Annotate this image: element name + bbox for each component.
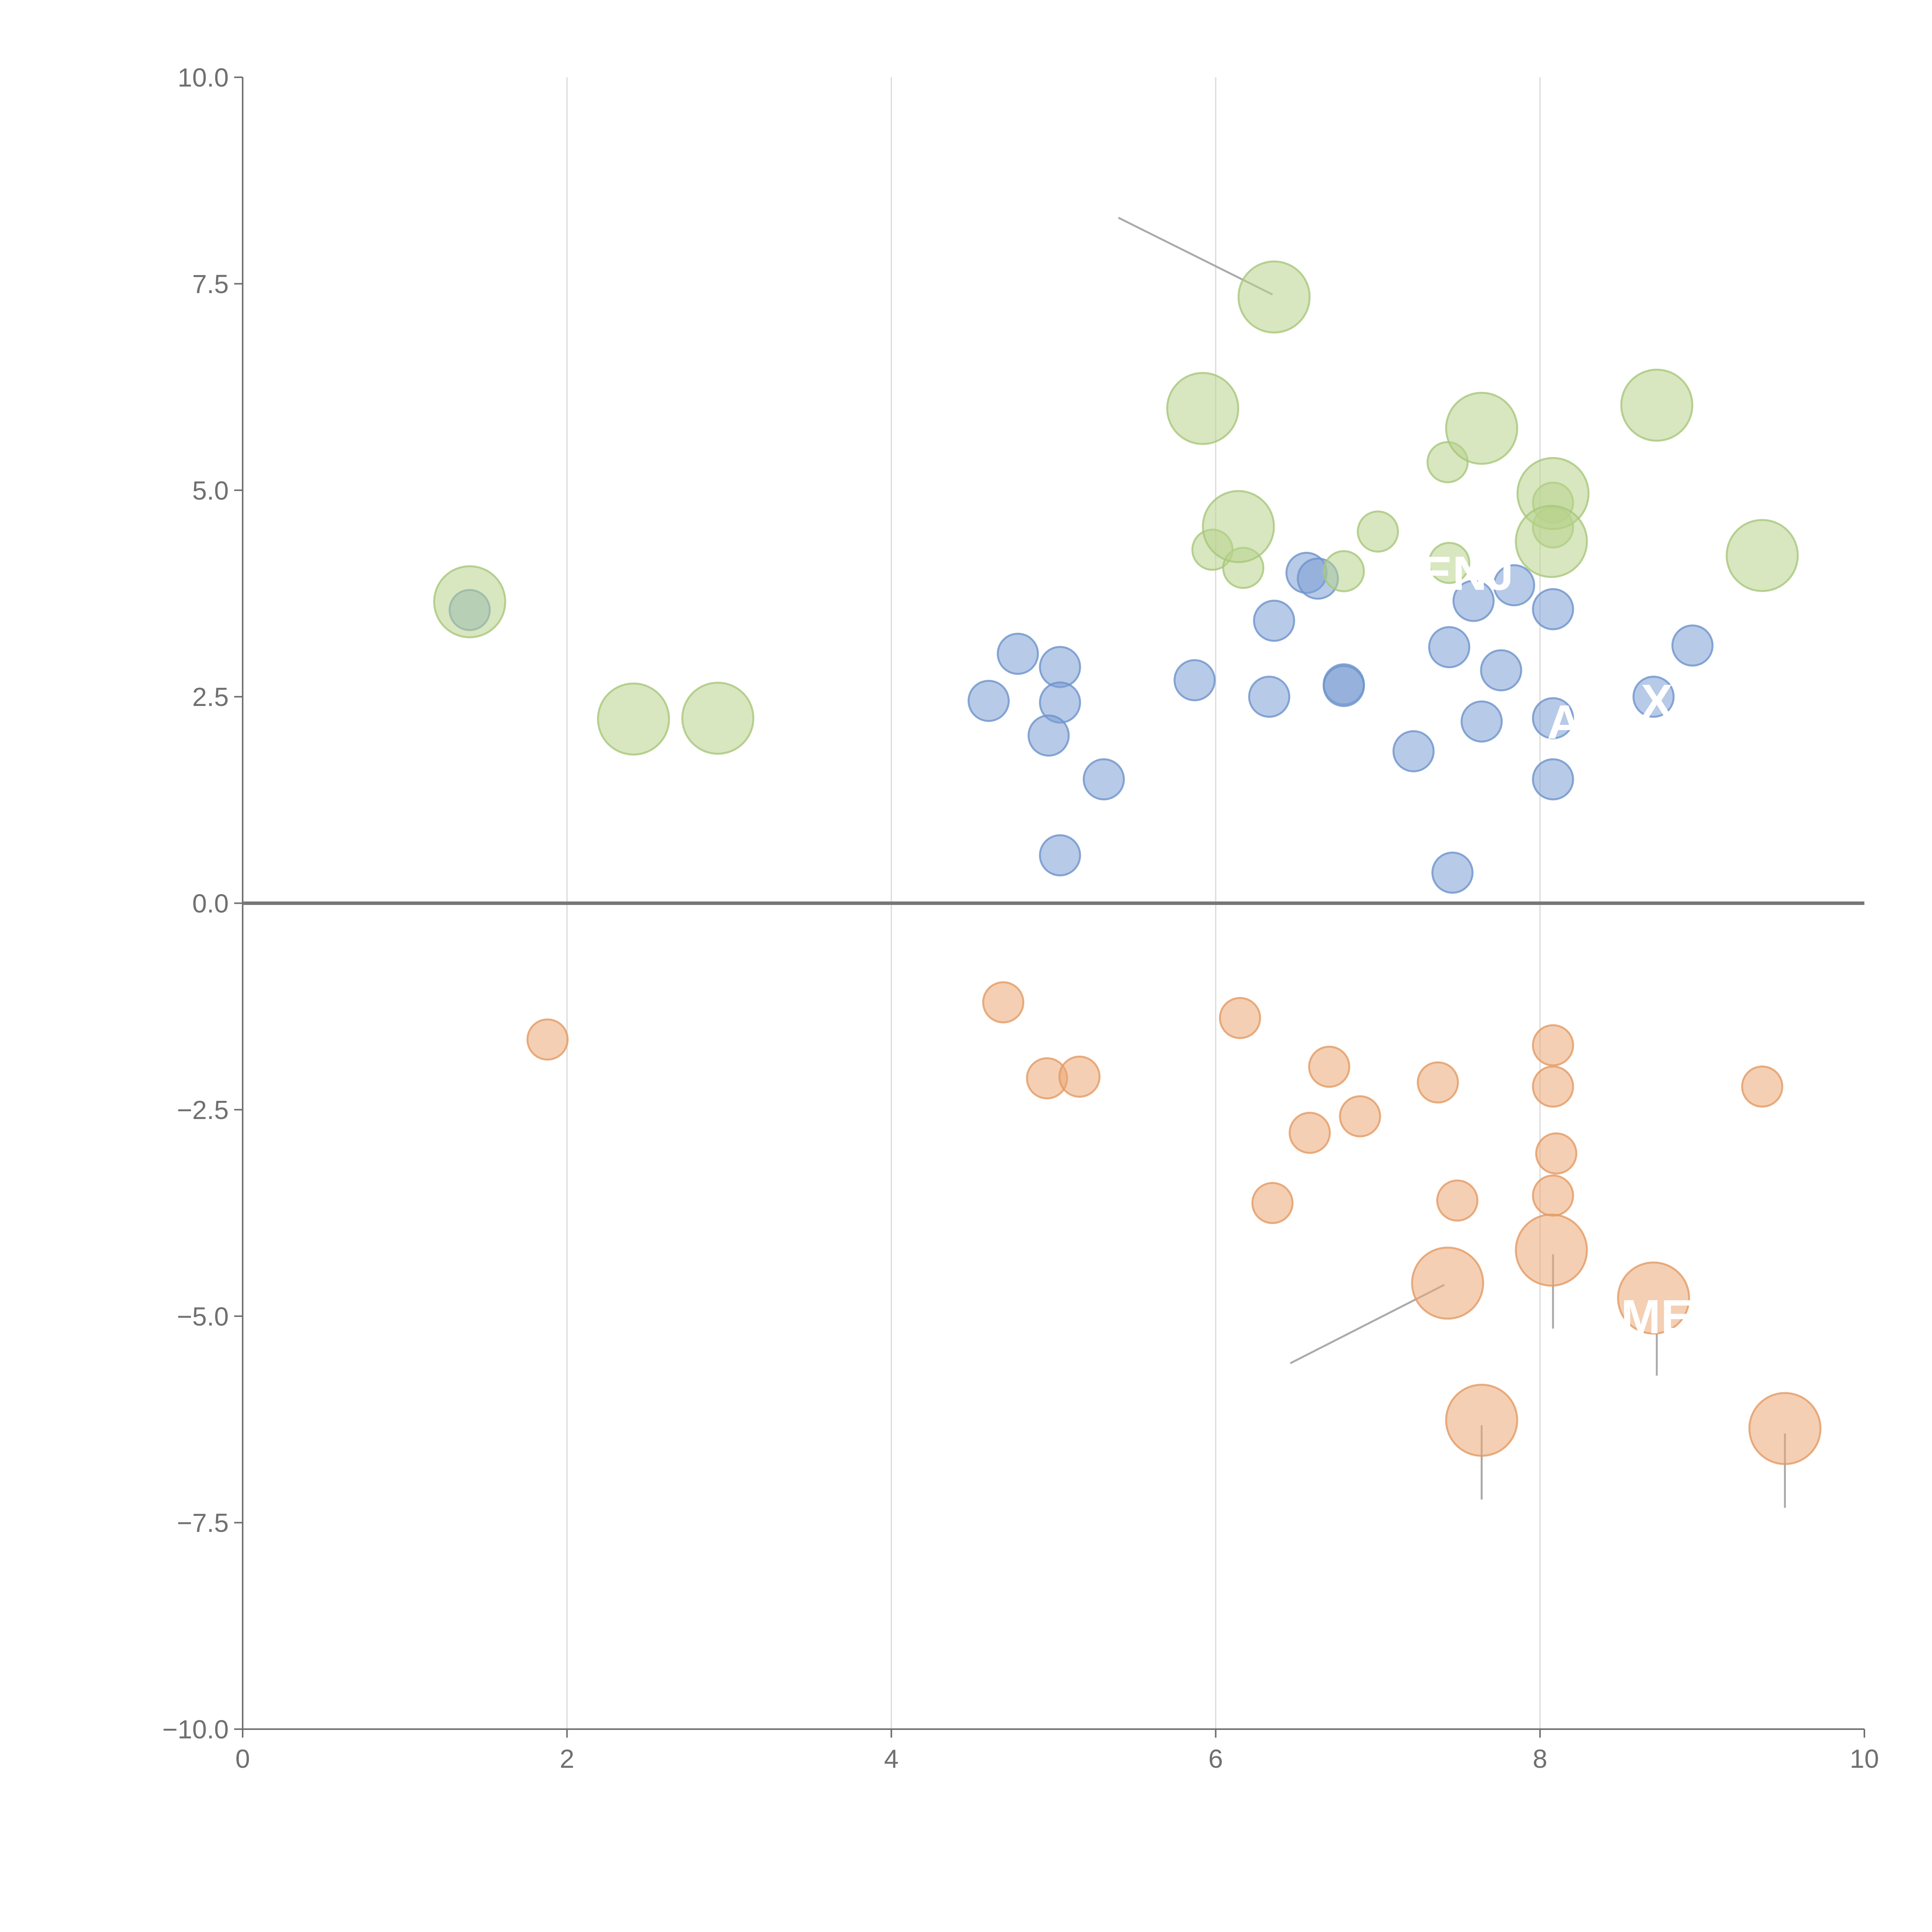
data-point-orange bbox=[1535, 1132, 1578, 1175]
data-point-orange bbox=[1251, 1182, 1294, 1224]
data-point-orange-large bbox=[1411, 1247, 1484, 1320]
data-point-green-large bbox=[1445, 391, 1519, 465]
data-point-blue bbox=[968, 680, 1010, 722]
data-point-orange bbox=[1532, 1024, 1574, 1066]
data-point-blue bbox=[1323, 665, 1365, 707]
data-point-orange bbox=[1532, 1065, 1574, 1108]
bubble-annotation: ME bbox=[1621, 1290, 1693, 1344]
x-tick-label: 0 bbox=[235, 1744, 250, 1774]
data-points bbox=[433, 260, 1821, 1465]
y-tick-label: 7.5 bbox=[192, 269, 229, 299]
x-tick-label: 10 bbox=[1850, 1744, 1879, 1774]
y-tick-label: 5.0 bbox=[192, 476, 229, 505]
x-tick-label: 6 bbox=[1208, 1744, 1223, 1774]
bubble-annotation: A bbox=[1547, 696, 1582, 749]
data-point-blue bbox=[1253, 599, 1295, 642]
data-point-orange-large bbox=[1617, 1261, 1690, 1335]
data-point-orange bbox=[1741, 1065, 1784, 1108]
data-point-blue bbox=[1428, 626, 1471, 668]
data-point-blue bbox=[1083, 758, 1125, 801]
y-tick-label: 2.5 bbox=[192, 682, 229, 712]
x-tick-label: 2 bbox=[560, 1744, 574, 1774]
data-point-blue bbox=[1532, 758, 1574, 801]
data-point-blue bbox=[1632, 675, 1675, 718]
data-point-orange bbox=[1058, 1055, 1101, 1098]
data-point-blue bbox=[1039, 646, 1081, 688]
y-tick-label: 0.0 bbox=[192, 889, 229, 918]
data-point-orange bbox=[526, 1018, 569, 1061]
data-point-blue bbox=[1532, 697, 1574, 740]
y-tick-label: −2.5 bbox=[177, 1095, 229, 1125]
data-point-green-large bbox=[681, 682, 755, 755]
data-point-green-large bbox=[597, 682, 670, 756]
data-point-blue bbox=[1027, 714, 1070, 757]
y-tick-label: −10.0 bbox=[162, 1715, 229, 1744]
data-point-green-large bbox=[1202, 490, 1275, 563]
data-point-blue bbox=[1532, 588, 1574, 631]
data-point-orange bbox=[1289, 1112, 1331, 1154]
data-point-blue bbox=[1671, 624, 1714, 667]
data-point-blue bbox=[1392, 730, 1435, 772]
data-point-orange-large bbox=[1445, 1384, 1519, 1457]
bubble-labels: ENJ A X ME bbox=[1420, 547, 1693, 1344]
data-point-orange bbox=[1532, 1174, 1574, 1217]
x-tick-label: 4 bbox=[884, 1744, 899, 1774]
data-point-blue bbox=[1480, 649, 1522, 692]
tick-labels: 0 2 4 6 8 10 10.0 7.5 5.0 2.5 0.0 −2.5 −5.0 −7.5 −10.0 bbox=[162, 63, 1879, 1774]
data-point-blue bbox=[1039, 834, 1081, 877]
data-point-blue bbox=[997, 633, 1039, 675]
data-point-blue bbox=[1431, 851, 1474, 894]
bubble-annotation: X bbox=[1641, 675, 1673, 728]
bubble-annotation: ENJ bbox=[1420, 547, 1514, 600]
axes bbox=[234, 77, 1865, 1738]
data-point-green-large bbox=[433, 565, 507, 638]
data-point-green bbox=[1428, 542, 1471, 584]
data-point-orange bbox=[1219, 997, 1261, 1039]
data-point-blue bbox=[1248, 675, 1291, 718]
data-point-orange bbox=[1417, 1061, 1459, 1104]
x-tick-label: 8 bbox=[1533, 1744, 1548, 1774]
y-tick-label: −7.5 bbox=[177, 1509, 229, 1538]
y-tick-label: −5.0 bbox=[177, 1302, 229, 1331]
data-point-orange bbox=[1436, 1179, 1479, 1222]
data-point-green-large bbox=[1620, 369, 1694, 442]
data-point-green-large bbox=[1515, 505, 1588, 578]
data-point-blue bbox=[1493, 564, 1535, 607]
data-point-green-large bbox=[1237, 260, 1311, 334]
data-point-green-large bbox=[1726, 519, 1799, 592]
data-point-green bbox=[1323, 550, 1365, 592]
y-tick-label: 10.0 bbox=[178, 63, 229, 92]
data-point-blue bbox=[1461, 700, 1503, 743]
data-point-blue bbox=[1452, 580, 1495, 622]
data-point-green bbox=[1357, 510, 1399, 553]
data-point-blue bbox=[1173, 659, 1216, 701]
data-point-green-large bbox=[1166, 372, 1240, 445]
data-point-orange-large bbox=[1748, 1392, 1821, 1465]
data-point-orange bbox=[982, 981, 1024, 1024]
data-point-orange bbox=[1308, 1046, 1350, 1088]
data-point-orange bbox=[1339, 1095, 1381, 1138]
data-point-orange-large bbox=[1515, 1213, 1588, 1287]
